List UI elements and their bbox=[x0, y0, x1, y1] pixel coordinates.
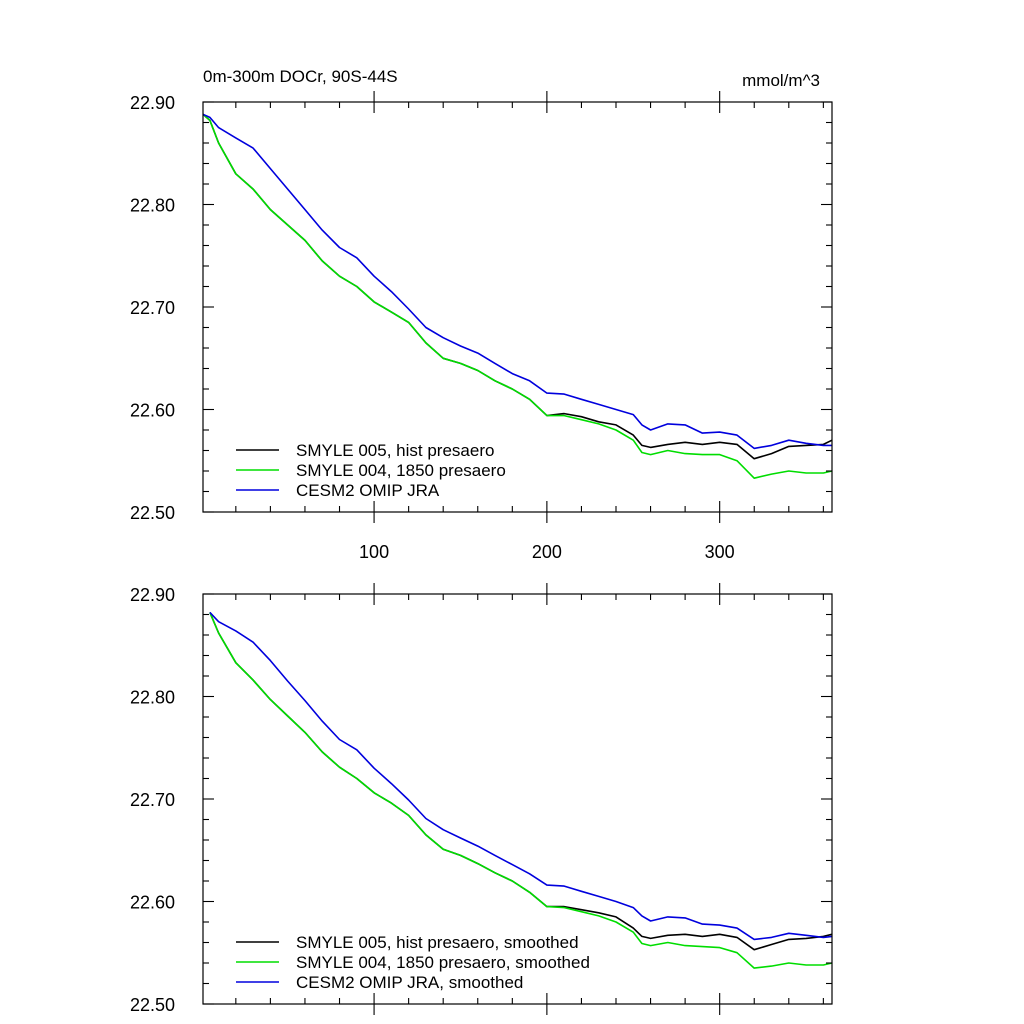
top-panel-legend-label-1: SMYLE 004, 1850 presaero bbox=[296, 461, 506, 480]
bottom-panel-legend-label-1: SMYLE 004, 1850 presaero, smoothed bbox=[296, 953, 590, 972]
bottom-panel-legend-label-0: SMYLE 005, hist presaero, smoothed bbox=[296, 933, 579, 952]
bottom-panel-legend-label-2: CESM2 OMIP JRA, smoothed bbox=[296, 973, 523, 992]
top-panel-legend-label-0: SMYLE 005, hist presaero bbox=[296, 441, 494, 460]
top-panel-units: mmol/m^3 bbox=[742, 71, 820, 90]
top-panel-ytick-label: 22.90 bbox=[130, 93, 175, 113]
bottom-panel-ytick-label: 22.70 bbox=[130, 790, 175, 810]
bottom-panel-ytick-label: 22.50 bbox=[130, 995, 175, 1015]
top-panel-ytick-label: 22.50 bbox=[130, 503, 175, 523]
top-panel-series-line-1 bbox=[202, 113, 833, 479]
top-panel-frame bbox=[202, 101, 833, 513]
top-panel-axes: 22.50 22.60 22.70 22.80 22.90 100 200 300 bbox=[130, 91, 832, 562]
bottom-panel-series bbox=[209, 611, 833, 969]
top-panel-xtick-label: 300 bbox=[705, 542, 735, 562]
bottom-panel-series-line-2 bbox=[209, 611, 833, 941]
bottom-panel-axes: 22.50 22.60 22.70 22.80 22.90 bbox=[130, 583, 832, 1015]
top-panel-xtick-label: 100 bbox=[359, 542, 389, 562]
bottom-panel-ytick-label: 22.80 bbox=[130, 688, 175, 708]
top-panel-ytick-label: 22.80 bbox=[130, 196, 175, 216]
bottom-panel-ytick-label: 22.60 bbox=[130, 893, 175, 913]
top-panel-title: 0m-300m DOCr, 90S-44S bbox=[203, 67, 398, 86]
bottom-panel: 22.50 22.60 22.70 22.80 22.90 SMYLE 005, his… bbox=[130, 583, 833, 1015]
bottom-panel-series-line-1 bbox=[209, 612, 833, 969]
bottom-panel-frame bbox=[202, 593, 833, 1005]
top-panel-ytick-label: 22.70 bbox=[130, 298, 175, 318]
top-panel: 0m-300m DOCr, 90S-44S mmol/m^3 22.50 22.6… bbox=[130, 67, 833, 562]
bottom-panel-ytick-label: 22.90 bbox=[130, 585, 175, 605]
top-panel-ytick-label: 22.60 bbox=[130, 401, 175, 421]
top-panel-legend-label-2: CESM2 OMIP JRA bbox=[296, 481, 440, 500]
top-panel-series-line-2 bbox=[202, 113, 832, 450]
top-panel-series bbox=[202, 113, 833, 479]
bottom-panel-legend: SMYLE 005, hist presaero, smoothedSMYLE … bbox=[236, 933, 590, 992]
top-panel-series-line-0 bbox=[202, 113, 833, 460]
top-panel-xtick-label: 200 bbox=[532, 542, 562, 562]
bottom-panel-series-line-0 bbox=[209, 612, 833, 951]
